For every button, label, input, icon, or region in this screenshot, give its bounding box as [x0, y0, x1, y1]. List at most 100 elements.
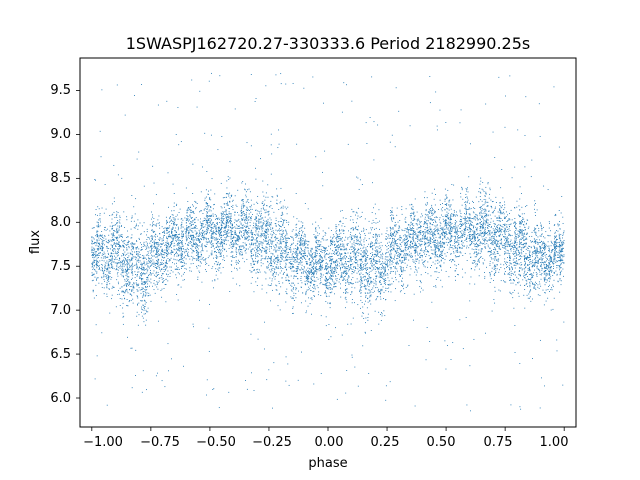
data-point	[222, 259, 224, 261]
data-point	[291, 258, 293, 260]
data-point	[104, 264, 106, 266]
data-point	[143, 262, 145, 264]
data-point	[443, 242, 445, 244]
data-point	[259, 234, 261, 236]
data-point	[260, 259, 262, 261]
data-point	[549, 249, 551, 251]
data-point	[509, 277, 511, 278]
data-point	[512, 253, 514, 255]
data-point	[474, 252, 476, 253]
data-point	[199, 233, 201, 235]
data-point	[360, 288, 361, 290]
data-point	[243, 232, 245, 234]
data-point	[253, 225, 254, 227]
data-point	[156, 271, 157, 273]
data-point	[207, 221, 208, 223]
data-point	[330, 243, 332, 245]
data-point	[356, 278, 358, 280]
data-point	[241, 236, 243, 237]
data-point	[306, 269, 307, 271]
data-point	[221, 207, 223, 209]
data-point	[522, 229, 523, 231]
data-point	[459, 122, 461, 124]
data-point	[359, 291, 361, 293]
data-point	[164, 252, 166, 254]
data-point	[255, 209, 257, 211]
data-point	[143, 255, 145, 257]
data-point	[454, 246, 456, 248]
data-point	[300, 280, 302, 281]
data-point	[526, 272, 528, 274]
data-point	[228, 208, 230, 209]
data-point	[220, 232, 222, 234]
data-point	[535, 251, 537, 253]
data-point	[445, 241, 447, 243]
data-point	[560, 267, 562, 269]
data-point	[215, 215, 217, 217]
data-point	[370, 270, 372, 272]
data-point	[554, 236, 556, 238]
data-point	[235, 240, 237, 242]
data-point	[246, 207, 248, 209]
data-point	[351, 292, 353, 294]
data-point	[336, 266, 338, 268]
data-point	[372, 292, 374, 294]
data-point	[255, 217, 257, 219]
data-point	[489, 224, 491, 226]
scatter-points	[91, 72, 565, 412]
data-point	[436, 231, 438, 233]
data-point	[429, 238, 431, 240]
data-point	[139, 277, 140, 279]
data-point	[267, 196, 269, 198]
data-point	[180, 266, 182, 268]
data-point	[157, 259, 159, 261]
data-point	[160, 252, 162, 254]
data-point	[557, 254, 559, 256]
data-point	[400, 239, 401, 241]
data-point	[309, 258, 311, 259]
data-point	[103, 287, 105, 289]
data-point	[301, 225, 303, 227]
data-point	[316, 255, 318, 257]
data-point	[503, 236, 504, 237]
data-point	[110, 278, 112, 280]
data-point	[345, 218, 347, 219]
data-point	[131, 289, 133, 291]
data-point	[455, 256, 457, 258]
data-point	[111, 261, 113, 263]
data-point	[562, 250, 564, 252]
data-point	[169, 225, 171, 227]
data-point	[168, 226, 170, 228]
data-point	[264, 212, 266, 214]
data-point	[145, 282, 147, 284]
data-point	[260, 158, 261, 160]
data-point	[330, 275, 332, 276]
data-point	[549, 268, 551, 270]
data-point	[429, 233, 431, 235]
data-point	[243, 246, 245, 248]
data-point	[481, 228, 483, 230]
data-point	[431, 215, 433, 216]
data-point	[455, 265, 457, 267]
data-point	[391, 228, 393, 230]
data-point	[288, 259, 290, 261]
data-point	[176, 248, 178, 250]
data-point	[377, 296, 379, 298]
data-point	[369, 292, 371, 294]
data-point	[506, 226, 508, 228]
data-point	[480, 242, 481, 244]
data-point	[409, 125, 411, 127]
data-point	[195, 258, 197, 260]
data-point	[454, 225, 456, 227]
data-point	[532, 265, 534, 266]
data-point	[313, 279, 315, 281]
data-point	[418, 253, 420, 255]
data-point	[224, 211, 226, 213]
data-point	[258, 245, 260, 247]
data-point	[477, 253, 479, 255]
data-point	[516, 247, 517, 249]
data-point	[103, 229, 105, 231]
data-point	[169, 272, 171, 274]
data-point	[233, 235, 235, 237]
data-point	[479, 213, 481, 214]
